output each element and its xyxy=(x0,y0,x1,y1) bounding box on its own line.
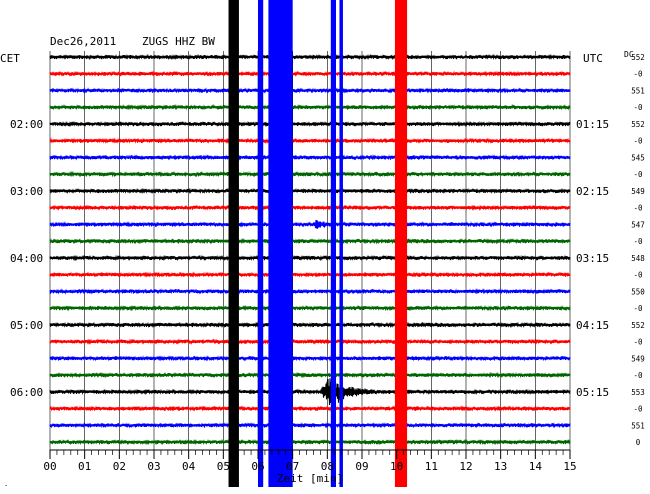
x-tick-label: 07 xyxy=(286,460,299,473)
corner-mark: . xyxy=(4,480,8,488)
dc-value-label: -0 xyxy=(633,204,643,213)
x-tick-label: 03 xyxy=(147,460,160,473)
dc-value-label: -0 xyxy=(633,170,643,179)
right-timezone-label: UTC xyxy=(583,52,603,65)
dc-value-label: -0 xyxy=(633,271,643,280)
trace-16 xyxy=(49,321,571,329)
header-date: Dec26,2011 xyxy=(50,35,116,48)
x-tick-label: 01 xyxy=(78,460,91,473)
dc-value-label: 549 xyxy=(631,187,645,196)
x-tick-label: 13 xyxy=(494,460,507,473)
dc-value-label: -0 xyxy=(633,371,643,380)
spike-5 xyxy=(394,0,408,487)
trace-18 xyxy=(49,355,571,362)
trace-8 xyxy=(49,187,571,195)
x-tick-label: 00 xyxy=(43,460,56,473)
x-tick-label: 14 xyxy=(529,460,543,473)
trace-7 xyxy=(49,170,571,178)
trace-23 xyxy=(49,438,571,446)
trace-2 xyxy=(49,87,571,94)
left-hour-label: 06:00 xyxy=(10,386,43,399)
spike-4 xyxy=(339,0,343,487)
left-hour-labels: 02:00 03:00 04:00 05:00 06:00 xyxy=(10,118,43,399)
x-tick-label: 02 xyxy=(113,460,126,473)
dc-value-label: 551 xyxy=(631,421,645,430)
trace-0 xyxy=(49,53,571,61)
dc-offset-labels: 552 -0 551 -0 552 -0 545 -0 549 -0 547 -0 548 -0 550 -0… xyxy=(631,53,645,447)
trace-19 xyxy=(49,371,571,379)
dc-value-label: -0 xyxy=(633,137,643,146)
time-grid xyxy=(49,51,571,450)
trace-21 xyxy=(49,405,571,412)
left-hour-label: 03:00 xyxy=(10,185,43,198)
trace-3 xyxy=(49,103,571,111)
trace-12 xyxy=(49,254,571,262)
right-hour-label: 01:15 xyxy=(576,118,609,131)
trace-6 xyxy=(49,154,571,161)
dc-value-label: -0 xyxy=(633,405,643,414)
trace-15 xyxy=(49,304,571,312)
left-timezone-label: CET xyxy=(0,52,20,65)
trace-22 xyxy=(49,422,571,429)
dc-value-label: 545 xyxy=(631,153,645,162)
left-hour-label: 05:00 xyxy=(10,319,43,332)
right-hour-label: 05:15 xyxy=(576,386,609,399)
trace-1 xyxy=(49,70,571,78)
dc-value-label: 552 xyxy=(631,321,645,330)
x-tick-label: 11 xyxy=(425,460,438,473)
spike-3 xyxy=(330,0,336,487)
dc-value-label: 548 xyxy=(631,254,645,263)
dc-value-label: 552 xyxy=(631,120,645,129)
x-tick-label: 09 xyxy=(355,460,368,473)
trace-4 xyxy=(49,120,571,128)
x-axis-title: Zeit [min] xyxy=(277,472,343,485)
right-hour-label: 04:15 xyxy=(576,319,609,332)
dc-value-label: -0 xyxy=(633,304,643,313)
x-tick-label: 08 xyxy=(321,460,334,473)
x-tick-label: 06 xyxy=(251,460,264,473)
left-hour-label: 02:00 xyxy=(10,118,43,131)
dc-value-label: 0 xyxy=(636,438,641,447)
dc-value-label: -0 xyxy=(633,103,643,112)
x-tick-label: 05 xyxy=(217,460,230,473)
dc-value-label: 550 xyxy=(631,287,645,296)
trace-20 xyxy=(49,378,571,405)
x-tick-label: 12 xyxy=(459,460,472,473)
spike-0 xyxy=(228,0,239,487)
seismogram-traces xyxy=(49,53,571,446)
dc-value-label: 552 xyxy=(631,53,645,62)
x-axis: 00 01 02 03 04 05 06 07 08 09 10 11 12 13 14 15 xyxy=(43,449,577,473)
dc-value-label: 547 xyxy=(631,220,645,229)
dc-value-label: 553 xyxy=(631,388,645,397)
header-station: ZUGS HHZ BW xyxy=(142,35,215,48)
trace-13 xyxy=(49,271,571,278)
x-tick-label: 10 xyxy=(390,460,403,473)
trace-14 xyxy=(49,287,571,295)
trace-17 xyxy=(49,338,571,346)
x-tick-label: 15 xyxy=(563,460,576,473)
left-hour-label: 04:00 xyxy=(10,252,43,265)
right-hour-label: 02:15 xyxy=(576,185,609,198)
trace-9 xyxy=(49,204,571,212)
dc-value-label: 551 xyxy=(631,86,645,95)
right-hour-labels: 01:15 02:15 03:15 04:15 05:15 xyxy=(576,118,609,399)
spike-2 xyxy=(268,0,293,487)
trace-11 xyxy=(49,237,571,245)
signal-spikes xyxy=(228,0,408,487)
dc-value-label: -0 xyxy=(633,70,643,79)
trace-10 xyxy=(49,220,571,229)
dc-value-label: -0 xyxy=(633,338,643,347)
trace-5 xyxy=(49,137,571,145)
x-tick-label: 04 xyxy=(182,460,196,473)
dc-header-label: DC xyxy=(624,50,634,59)
spike-1 xyxy=(258,0,264,487)
dc-value-label: 549 xyxy=(631,354,645,363)
right-hour-label: 03:15 xyxy=(576,252,609,265)
dc-value-label: -0 xyxy=(633,237,643,246)
